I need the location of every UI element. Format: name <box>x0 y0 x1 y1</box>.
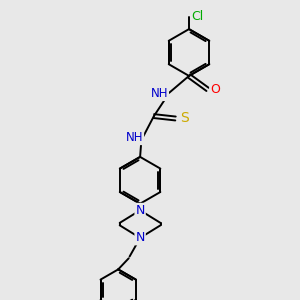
Text: Cl: Cl <box>191 10 203 23</box>
Text: N: N <box>135 231 145 244</box>
Text: NH: NH <box>126 131 143 144</box>
Text: N: N <box>135 204 145 217</box>
Text: NH: NH <box>151 87 168 100</box>
Text: O: O <box>210 83 220 96</box>
Text: S: S <box>180 112 189 125</box>
